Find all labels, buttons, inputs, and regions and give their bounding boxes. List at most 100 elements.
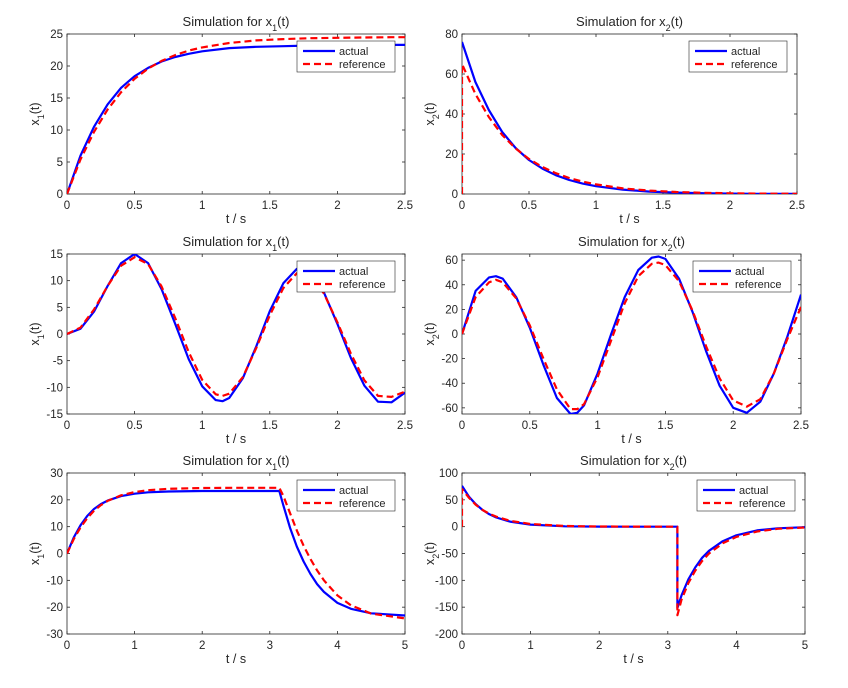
legend-label-actual: actual: [339, 485, 368, 497]
y-tick-label: 20: [50, 495, 63, 507]
x-tick-label: 1: [527, 640, 533, 652]
legend-box: [296, 479, 396, 512]
x-tick-label: 2.5: [397, 200, 413, 212]
y-tick-label: -40: [441, 378, 458, 390]
x-tick-label: 0: [459, 640, 465, 652]
y-tick-label: -60: [441, 403, 458, 415]
legend-label-reference: reference: [339, 279, 385, 291]
legend-label-actual: actual: [339, 46, 368, 58]
series-line-reference: [67, 486, 405, 620]
x-tick-label: 0.5: [521, 200, 537, 212]
chart-title: Simulation for x2(t): [578, 234, 685, 253]
x-axis-label: t / s: [226, 212, 246, 226]
y-tick-label: -5: [53, 356, 63, 368]
x-tick-label: 0.5: [522, 420, 538, 432]
y-axis-label: x1(t): [28, 322, 46, 345]
x-tick-label: 0.5: [127, 420, 143, 432]
y-tick-label: 40: [445, 109, 458, 121]
series-line-reference: [67, 256, 405, 398]
y-tick-label: 30: [50, 468, 63, 480]
chart-title: Simulation for x1(t): [183, 453, 290, 472]
chart-title: Simulation for x1(t): [183, 14, 290, 33]
x-axis-label: t / s: [226, 432, 246, 446]
y-tick-label: 50: [445, 495, 458, 507]
x-tick-label: 0: [459, 420, 465, 432]
legend-label-actual: actual: [739, 485, 768, 497]
x-tick-label: 2: [334, 200, 340, 212]
y-tick-label: 25: [50, 29, 63, 41]
legend-label-reference: reference: [735, 279, 781, 291]
x-tick-label: 5: [802, 640, 808, 652]
x-tick-label: 1.5: [262, 200, 278, 212]
y-tick-label: 0: [57, 329, 63, 341]
x-axis-label: t / s: [621, 432, 641, 446]
y-tick-label: 15: [50, 249, 63, 261]
x-tick-label: 2: [727, 200, 733, 212]
legend-box: [688, 40, 788, 73]
y-tick-label: 0: [452, 329, 458, 341]
x-tick-label: 2: [730, 420, 736, 432]
legend-label-reference: reference: [339, 59, 385, 71]
legend-label-actual: actual: [735, 266, 764, 278]
x-tick-label: 2: [596, 640, 602, 652]
y-tick-label: -10: [46, 382, 63, 394]
y-axis-label: x1(t): [28, 542, 46, 565]
series-line-actual: [67, 489, 405, 617]
y-tick-label: 5: [57, 157, 63, 169]
subplot-4: 0 0.5 1 1.5 2 2.5 -60 -40 -20 0 20 40 60 actualrefere…: [423, 234, 809, 446]
chart-title: Simulation for x1(t): [183, 234, 290, 253]
y-tick-label: 0: [57, 189, 63, 201]
chart-title: Simulation for x2(t): [576, 14, 683, 33]
series-line-actual: [462, 255, 801, 414]
y-tick-label: 60: [445, 69, 458, 81]
x-axis-label: t / s: [226, 652, 246, 666]
legend-label-actual: actual: [731, 46, 760, 58]
x-tick-label: 3: [665, 640, 671, 652]
legend-box: [296, 40, 396, 73]
y-tick-label: -30: [46, 629, 63, 641]
y-tick-label: 0: [452, 189, 458, 201]
y-tick-label: -15: [46, 409, 63, 421]
x-tick-label: 2.5: [397, 420, 413, 432]
y-tick-label: 100: [439, 468, 458, 480]
y-axis-label: x1(t): [28, 102, 46, 125]
x-tick-label: 0: [64, 640, 70, 652]
y-tick-label: 40: [445, 280, 458, 292]
x-tick-label: 1.5: [262, 420, 278, 432]
x-tick-label: 2.5: [789, 200, 805, 212]
x-tick-label: 1: [199, 420, 205, 432]
y-tick-label: 60: [445, 255, 458, 267]
legend-box: [692, 260, 792, 293]
x-tick-label: 1: [593, 200, 599, 212]
x-axis-label: t / s: [619, 212, 639, 226]
x-tick-label: 1: [131, 640, 137, 652]
y-tick-label: 80: [445, 29, 458, 41]
y-tick-label: -50: [441, 549, 458, 561]
x-tick-label: 1.5: [657, 420, 673, 432]
x-tick-label: 5: [402, 640, 408, 652]
y-tick-label: 20: [445, 149, 458, 161]
y-tick-label: 10: [50, 276, 63, 288]
y-tick-label: 10: [50, 522, 63, 534]
y-tick-label: -100: [435, 575, 458, 587]
x-tick-label: 1: [199, 200, 205, 212]
y-tick-label: -150: [435, 602, 458, 614]
x-tick-label: 2: [334, 420, 340, 432]
y-axis-label: x2(t): [423, 102, 441, 125]
subplot-3: 0 0.5 1 1.5 2 2.5 -15 -10 -5 0 5 10 15 actualreferenc…: [28, 234, 413, 446]
y-tick-label: 15: [50, 93, 63, 105]
y-tick-label: 20: [445, 304, 458, 316]
legend-label-reference: reference: [339, 498, 385, 510]
legend-label-reference: reference: [731, 59, 777, 71]
y-tick-label: 20: [50, 61, 63, 73]
